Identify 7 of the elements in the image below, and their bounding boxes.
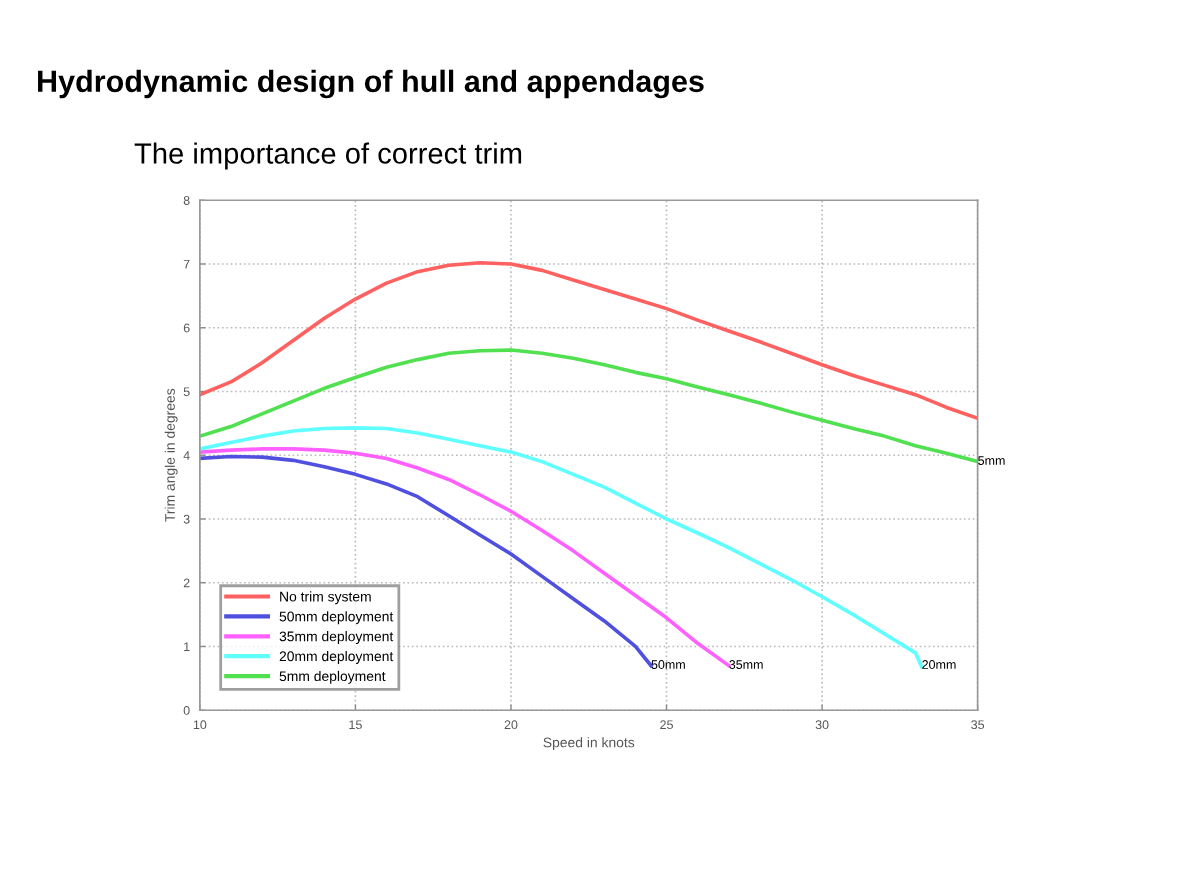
chart-title: Hydrodynamic design of hull and appendages — [38, 69, 704, 99]
line-series — [199, 447, 731, 668]
line-series — [199, 260, 978, 421]
line-series — [199, 454, 653, 668]
chart-subtitle: The importance of correct trim — [134, 142, 522, 170]
line-series — [199, 426, 924, 669]
line-series — [199, 348, 978, 464]
